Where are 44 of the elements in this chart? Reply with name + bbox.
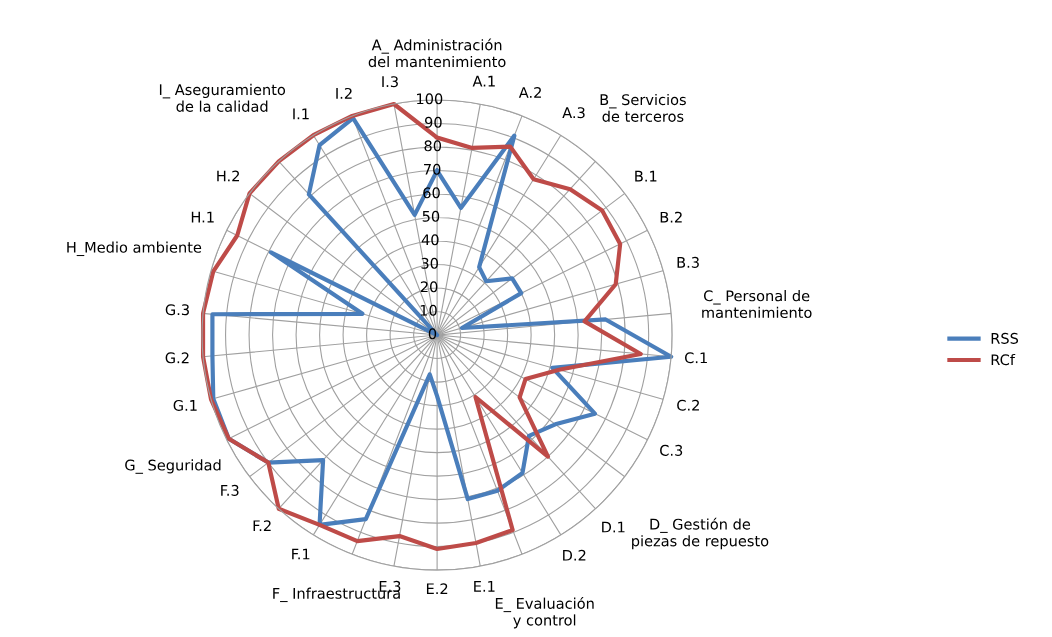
spoke-label: A.2 <box>518 86 541 98</box>
spoke-label: I.1 <box>293 108 309 120</box>
spoke-label: H.2 <box>217 170 239 182</box>
spoke-label: B.3 <box>677 256 699 268</box>
y-tick-label: 40 <box>421 234 439 246</box>
spoke-label: E_ Evaluación y control <box>495 597 594 629</box>
spoke-label: C.1 <box>684 352 707 364</box>
spoke-label: F.3 <box>221 484 239 496</box>
spoke-label: A.3 <box>562 107 585 119</box>
spoke-label: E.1 <box>474 581 495 592</box>
y-tick-label: 0 <box>428 328 437 340</box>
spoke-label: C.2 <box>677 399 699 411</box>
spoke-label: I_ Aseguramiento de la calidad <box>159 83 286 112</box>
spoke-label: F.1 <box>292 548 310 560</box>
spoke-label: B.1 <box>635 170 657 182</box>
spoke-label: A.1 <box>472 75 495 87</box>
spoke-label: F.2 <box>253 520 271 532</box>
spoke-label: G.3 <box>165 304 189 316</box>
y-tick-label: 10 <box>420 304 437 316</box>
y-tick-label: 80 <box>424 140 442 152</box>
y-tick-label: 30 <box>421 257 438 269</box>
y-tick-label: 100 <box>417 93 443 105</box>
spoke-label: A_ Administración del mantenimiento <box>368 38 506 68</box>
legend-label: RSS <box>991 332 1019 344</box>
spoke-label: E.2 <box>426 583 448 595</box>
spoke-label: I.2 <box>336 87 352 99</box>
legend-label: RCf <box>991 354 1016 366</box>
spoke-label: G.2 <box>165 352 189 364</box>
spoke-label: G.1 <box>173 399 197 411</box>
y-tick-label: 90 <box>425 116 442 128</box>
spoke-label: D.1 <box>602 521 625 533</box>
spoke-label: B_ Servicios de terceros <box>600 93 686 122</box>
y-tick-label: 70 <box>424 163 441 175</box>
spoke-label: I.3 <box>382 76 398 88</box>
spoke-label: D.2 <box>563 549 586 561</box>
spoke-label: B.2 <box>660 211 682 223</box>
spoke-label: C_ Personal de mantenimiento <box>702 290 812 319</box>
y-tick-label: 50 <box>422 210 440 222</box>
spoke-label: H_Medio ambiente <box>67 241 202 257</box>
spoke-label: C.3 <box>660 444 683 456</box>
spoke-label: G_ Seguridad <box>125 459 221 474</box>
spoke-label: H.1 <box>191 211 214 223</box>
y-tick-label: 20 <box>420 281 438 293</box>
spoke-label: D_ Gestión de piezas de repuesto <box>632 517 769 550</box>
